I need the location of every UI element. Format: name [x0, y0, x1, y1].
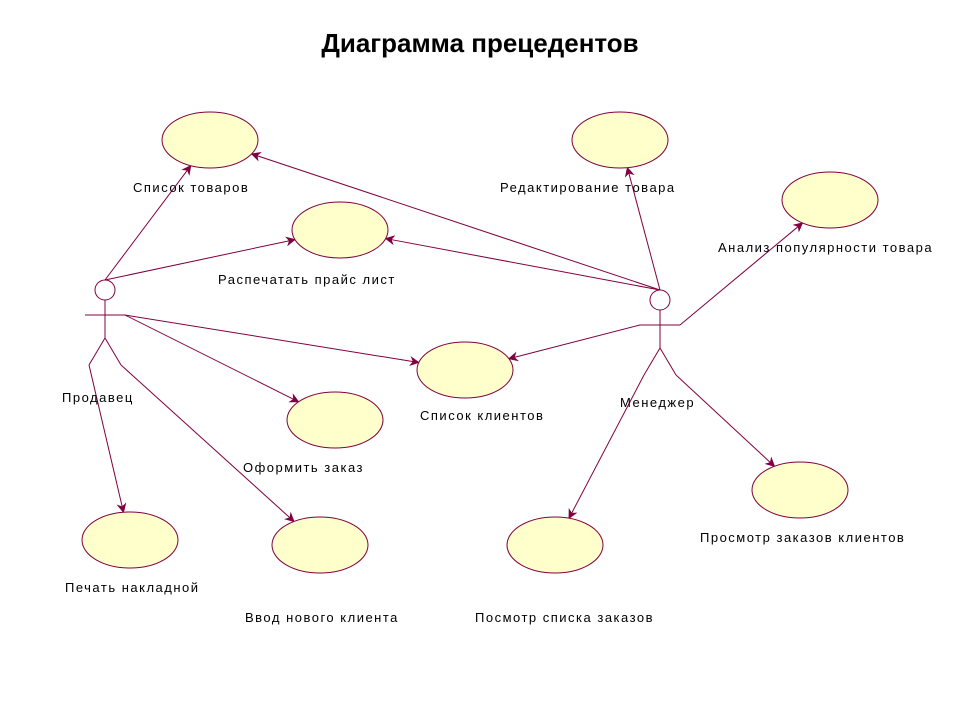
usecase-goods_list: [162, 112, 258, 168]
usecase-label-clients_list: Список клиентов: [420, 408, 544, 423]
edges: [89, 154, 802, 522]
usecase-view_client_ord: [752, 462, 848, 518]
usecase-label-popularity: Анализ популярности товара: [718, 240, 933, 255]
edge-seller-make_order: [125, 315, 299, 402]
usecase-make_order: [287, 392, 383, 448]
usecase-label-make_order: Оформить заказ: [243, 460, 364, 475]
edge-seller-new_client: [121, 365, 294, 521]
usecase-popularity: [782, 172, 878, 228]
usecase-edit_goods: [572, 112, 668, 168]
usecase-print_invoice: [82, 512, 178, 568]
actor-seller: [85, 280, 125, 365]
usecase-orders_list: [507, 517, 603, 573]
actor-label-manager: Менеджер: [620, 395, 695, 410]
usecase-label-view_client_ord: Просмотр заказов клиентов: [700, 530, 905, 545]
usecase-new_client: [272, 517, 368, 573]
usecase-label-goods_list: Список товаров: [133, 180, 249, 195]
usecase-print_price: [292, 202, 388, 258]
edge-seller-clients_list: [125, 315, 419, 363]
actor-manager: [640, 290, 680, 375]
edge-manager-view_client_ord: [676, 375, 774, 466]
usecase-label-orders_list: Посмотр списка заказов: [475, 610, 654, 625]
usecase-label-print_price: Распечатать прайс лист: [218, 272, 396, 287]
edge-manager-print_price: [386, 239, 660, 290]
actor-label-seller: Продавец: [62, 390, 134, 405]
edge-manager-popularity: [680, 223, 802, 325]
usecase-label-print_invoice: Печать накладной: [65, 580, 200, 595]
usecase-label-new_client: Ввод нового клиента: [245, 610, 399, 625]
usecase-label-edit_goods: Редактирование товара: [500, 180, 676, 195]
edge-manager-clients_list: [509, 325, 640, 359]
edge-seller-print_invoice: [89, 365, 124, 512]
usecase-clients_list: [417, 342, 513, 398]
